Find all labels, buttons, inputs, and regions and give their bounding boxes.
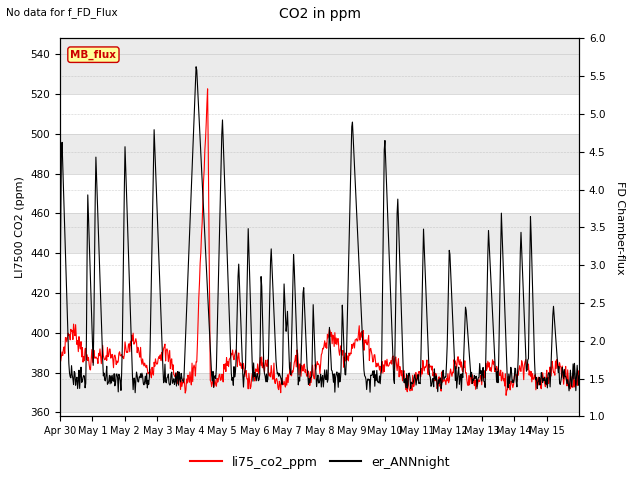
- Bar: [60, 38, 579, 94]
- Y-axis label: FD Chamber-flux: FD Chamber-flux: [615, 180, 625, 274]
- Bar: [60, 372, 579, 412]
- Bar: [60, 293, 579, 333]
- Legend: li75_co2_ppm, er_ANNnight: li75_co2_ppm, er_ANNnight: [186, 451, 454, 474]
- Text: No data for f_FD_Flux: No data for f_FD_Flux: [6, 7, 118, 18]
- Y-axis label: LI7500 CO2 (ppm): LI7500 CO2 (ppm): [15, 177, 25, 278]
- Bar: [60, 134, 579, 174]
- Text: MB_flux: MB_flux: [70, 49, 116, 60]
- Text: CO2 in ppm: CO2 in ppm: [279, 7, 361, 21]
- Bar: [60, 214, 579, 253]
